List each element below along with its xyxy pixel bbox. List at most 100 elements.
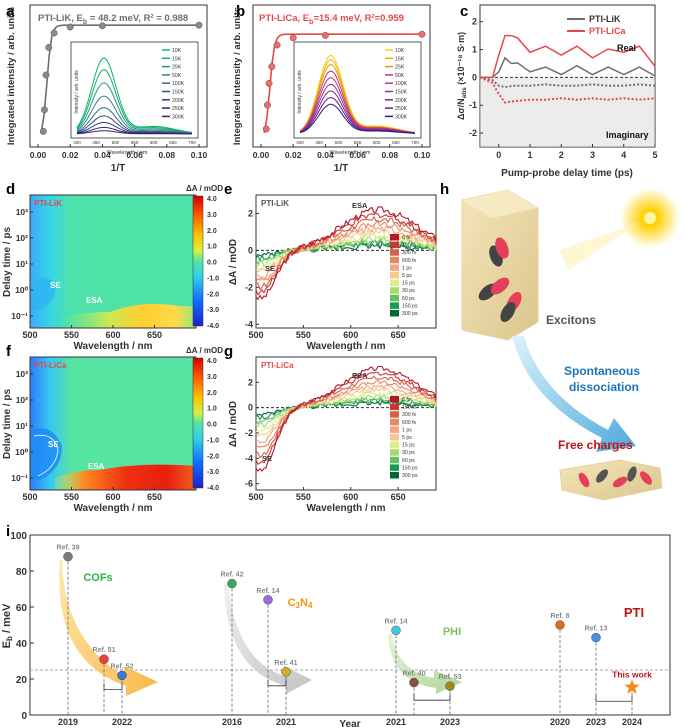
legend-label: 300 fs xyxy=(402,250,417,256)
y-tick-label: 2 xyxy=(248,377,253,387)
panel-g-sample-label: PTI-LiCa xyxy=(261,361,294,370)
y-tick-label: 10¹ xyxy=(16,421,28,431)
inset-tick-label: 700 xyxy=(411,140,419,145)
x-tick-label: 600 xyxy=(105,492,120,502)
panel-label-a: a xyxy=(6,3,15,20)
y-tick-label: 10⁻¹ xyxy=(11,473,28,483)
panel-d-xlabel: Wavelength / nm xyxy=(73,341,152,352)
panel-e-axes: 500 550 600 650 -4 -2 0 2 xyxy=(245,208,436,340)
legend-swatch xyxy=(390,396,399,403)
panel-g-xlabel: Wavelength / nm xyxy=(306,503,385,514)
legend-swatch xyxy=(390,264,399,271)
spectrum-line xyxy=(255,225,437,279)
legend-swatch xyxy=(390,256,399,264)
panel-a-points xyxy=(39,21,203,135)
inset-tick-label: 400 xyxy=(73,140,81,145)
colorbar-tick-label: -3.0 xyxy=(207,307,219,314)
dissociation-arrow xyxy=(512,336,636,452)
spectrum-curve xyxy=(76,130,192,135)
dissociation-label-line2: dissociation xyxy=(569,380,639,394)
data-point xyxy=(555,620,565,630)
group-label-phi: PHI xyxy=(443,626,461,638)
panel-b: PTI-LiCa, Eb=15.4 meV, R²=0.959 Integrat… xyxy=(232,4,431,174)
data-point xyxy=(445,681,455,691)
group-bracket xyxy=(595,695,633,702)
y-tick-label: 80 xyxy=(16,567,28,578)
exciton-icons xyxy=(478,237,522,322)
year-label: 2022 xyxy=(112,717,132,727)
panel-b-inset-xlabel: Wavelength / nm xyxy=(329,150,370,156)
inset-tick-label: 400 xyxy=(296,140,304,145)
y-tick-label: 10² xyxy=(16,233,28,243)
inset-tick-label: 650 xyxy=(392,140,400,145)
y-tick-label: 100 xyxy=(10,531,27,542)
x-tick-label: 500 xyxy=(248,492,263,502)
legend-swatch xyxy=(390,434,399,441)
year-label: 2021 xyxy=(276,717,296,727)
panel-label-d: d xyxy=(6,181,15,198)
legend-label: 150 ps xyxy=(402,303,418,309)
x-tick-label: 0.00 xyxy=(30,150,47,160)
legend-swatch xyxy=(390,472,399,479)
panel-d-colorbar xyxy=(192,195,204,327)
panel-label-c: c xyxy=(460,3,468,20)
hole-icon xyxy=(612,476,628,488)
panel-d-colorbar-title: ΔA / mOD xyxy=(186,184,223,193)
y-tick-label: 10³ xyxy=(16,207,28,217)
panel-d-annotation-esa: ESA xyxy=(86,296,103,305)
legend-swatch xyxy=(390,418,399,426)
panel-a-inset-legend: 10K 15K 25K 50K 100K 150K 200K 250K 300K xyxy=(162,48,185,120)
inset-tick-label: 600 xyxy=(373,140,381,145)
panel-a-inset-xticks: 400 450 500 550 600 650 700 xyxy=(73,140,196,145)
panel-e-frame xyxy=(255,194,437,329)
group-label-pti: PTI xyxy=(624,605,644,620)
panel-c-legend: PTI-LiK PTI-LiCa xyxy=(567,14,626,36)
point-label: Ref. 14 xyxy=(385,618,408,625)
data-point xyxy=(63,551,73,562)
x-tick-label: 500 xyxy=(22,492,37,502)
point-label: Ref. 42 xyxy=(221,572,244,579)
data-point xyxy=(289,34,297,42)
panel-label-h: h xyxy=(440,181,449,198)
spectrum-curve xyxy=(76,69,193,134)
colorbar-tick-label: 0.0 xyxy=(207,422,217,429)
x-tick-label: 5 xyxy=(652,150,657,160)
y-tick-label: 60 xyxy=(16,603,28,614)
y-tick-label: 0 xyxy=(472,72,477,82)
colorbar-tick-label: 4.0 xyxy=(207,196,217,203)
imaginary-region xyxy=(480,77,655,147)
panel-a-xlabel: 1/T xyxy=(111,163,125,174)
legend-label: 25K xyxy=(172,65,182,71)
panel-c-lines xyxy=(479,34,656,104)
legend-label: 5 ps xyxy=(402,273,412,279)
data-point xyxy=(40,106,48,114)
panel-c-annotation-real: Real xyxy=(617,43,636,53)
panel-f-colorbar-ticks: 4.0 3.0 2.0 1.0 0.0 -1.0 -2.0 -3.0 -4.0 xyxy=(207,358,219,492)
legend-label: 1 ps xyxy=(402,427,412,433)
group-bracket xyxy=(413,694,451,701)
legend-label-pti-lik: PTI-LiK xyxy=(589,14,621,24)
y-tick-label: 10⁰ xyxy=(15,447,28,457)
y-tick-label: 2 xyxy=(472,17,477,27)
legend-label: 300K xyxy=(172,114,185,120)
data-point xyxy=(98,22,106,30)
point-label: Ref. 14 xyxy=(257,588,280,595)
panel-d-sample-label: PTI-LiK xyxy=(34,199,62,208)
panel-label-i: i xyxy=(6,523,10,540)
colorbar-tick-label: -4.0 xyxy=(207,485,219,492)
charge-icons xyxy=(578,466,652,488)
inset-tick-label: 450 xyxy=(92,140,100,145)
year-label: 2020 xyxy=(550,717,570,727)
trend-arrow-cofs xyxy=(59,560,158,696)
panel-g-annotation-se: SE xyxy=(262,454,272,463)
panel-d-colorbar-ticks: 4.0 3.0 2.0 1.0 0.0 -1.0 -2.0 -3.0 -4.0 xyxy=(207,196,219,330)
legend-swatch xyxy=(390,234,399,241)
legend-label: 30 ps xyxy=(402,288,415,294)
star-marker xyxy=(624,679,640,694)
legend-label: 150 ps xyxy=(402,465,418,471)
spectrum-line xyxy=(255,220,437,283)
legend-label: 60 ps xyxy=(402,458,415,464)
panel-a-ylabel: Integrated intensity / arb. units xyxy=(6,7,17,145)
panel-a-xticks: 0.00 0.02 0.04 0.06 0.08 0.10 xyxy=(30,144,208,160)
panel-c-axes: 0 1 2 3 4 5 -2 -1 0 1 2 xyxy=(469,17,658,160)
